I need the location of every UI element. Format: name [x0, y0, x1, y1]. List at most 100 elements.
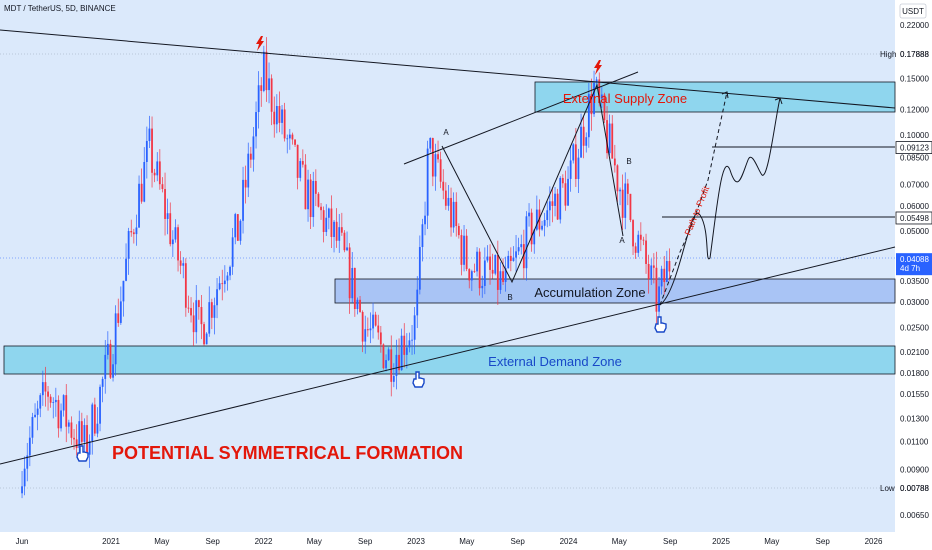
candle-body [301, 161, 304, 165]
candle-body [88, 440, 91, 455]
candle-body [619, 189, 621, 192]
candle-body [330, 208, 333, 237]
candle-body [489, 256, 491, 270]
candle-body [369, 328, 372, 331]
candle-body [60, 410, 62, 429]
candle-body [239, 220, 242, 241]
candle-body [179, 260, 182, 266]
candle-body [197, 300, 200, 308]
arrowhead-2 [774, 97, 783, 105]
y-tick-label: 0.01550 [900, 390, 929, 399]
target-price-label: 0.05498 [900, 214, 929, 223]
candle-body [249, 153, 252, 160]
candle-body [528, 212, 530, 217]
candle-body [499, 271, 502, 290]
candle-body [223, 280, 226, 285]
point-a-label-1: A [443, 128, 449, 137]
candle-body [390, 349, 393, 382]
candle-body [242, 179, 244, 221]
candle-body [78, 421, 81, 449]
candle-body [595, 79, 598, 83]
candle-body [533, 229, 536, 245]
candle-body [270, 78, 273, 112]
candle-body [611, 123, 614, 159]
candle-body [200, 307, 203, 325]
candle-body [62, 395, 65, 411]
candle-body [210, 302, 213, 318]
candle-body [26, 455, 29, 469]
candle-body [317, 193, 320, 207]
candle-body [372, 314, 374, 329]
candle-body [639, 234, 642, 240]
candle-body [546, 210, 549, 221]
candle-body [83, 425, 86, 442]
candle-body [465, 235, 468, 270]
candle-body [434, 154, 437, 177]
candle-body [130, 231, 133, 233]
candle-body [234, 214, 237, 238]
x-tick-label: Sep [663, 537, 678, 546]
x-tick-label: 2025 [712, 537, 730, 546]
candle-body [304, 164, 307, 210]
y-tick-label: 0.01300 [900, 414, 929, 423]
candle-body [47, 391, 49, 397]
candle-body [294, 139, 296, 145]
candle-body [385, 360, 387, 369]
x-axis-ticks: Jun 2021 May Sep 2022 May Sep 2023 May Sep 2024 May… [16, 537, 883, 546]
candle-body [486, 256, 489, 261]
candle-body [452, 201, 455, 228]
candle-body [554, 193, 556, 206]
candle-body [190, 308, 192, 316]
candle-body [507, 255, 510, 269]
candle-body [70, 422, 73, 438]
candle-body [455, 201, 458, 227]
candle-body [463, 235, 465, 265]
candle-body [491, 269, 494, 274]
candle-body [496, 254, 499, 290]
candle-body [530, 212, 533, 245]
candle-body [587, 94, 590, 138]
candle-body [57, 399, 60, 429]
candle-body [114, 313, 117, 365]
point-b-label-2: B [626, 157, 631, 166]
candle-body [582, 126, 585, 146]
y-tick-label: 0.05000 [900, 227, 929, 236]
time-axis [0, 532, 895, 550]
candle-body [392, 376, 395, 382]
demand-zone-label: External Demand Zone [488, 354, 622, 369]
candle-body [650, 265, 653, 279]
candle-body [296, 144, 299, 178]
candle-body [403, 335, 406, 355]
candle-body [119, 301, 122, 323]
candle-body [642, 239, 645, 241]
demand-zone [3, 345, 896, 375]
candle-body [645, 240, 647, 264]
candle-body [424, 215, 426, 225]
pointing-hand-icon [76, 445, 89, 462]
candle-body [598, 79, 601, 99]
pointing-hand-icon [654, 316, 667, 333]
candle-body [161, 184, 164, 189]
candle-body [203, 324, 205, 345]
candle-body [174, 227, 177, 240]
candle-body [356, 299, 359, 310]
candle-body [600, 94, 603, 99]
candle-body [307, 179, 309, 210]
currency-badge[interactable] [899, 3, 927, 19]
y-tick-label: 0.03500 [900, 277, 929, 286]
y-tick-label: 0.12000 [900, 105, 929, 114]
candle-body [572, 144, 575, 161]
candle-body [351, 267, 354, 299]
y-tick-label: 0.10000 [900, 131, 929, 140]
candle-body [616, 165, 619, 192]
y-tick-label: 0.03000 [900, 298, 929, 307]
candle-body [158, 161, 161, 185]
candle-body [634, 246, 637, 253]
candle-body [387, 349, 390, 361]
candle-body [44, 382, 47, 392]
projected-dashed-path [659, 91, 728, 306]
candle-body [361, 311, 364, 342]
candle-body [421, 224, 424, 248]
